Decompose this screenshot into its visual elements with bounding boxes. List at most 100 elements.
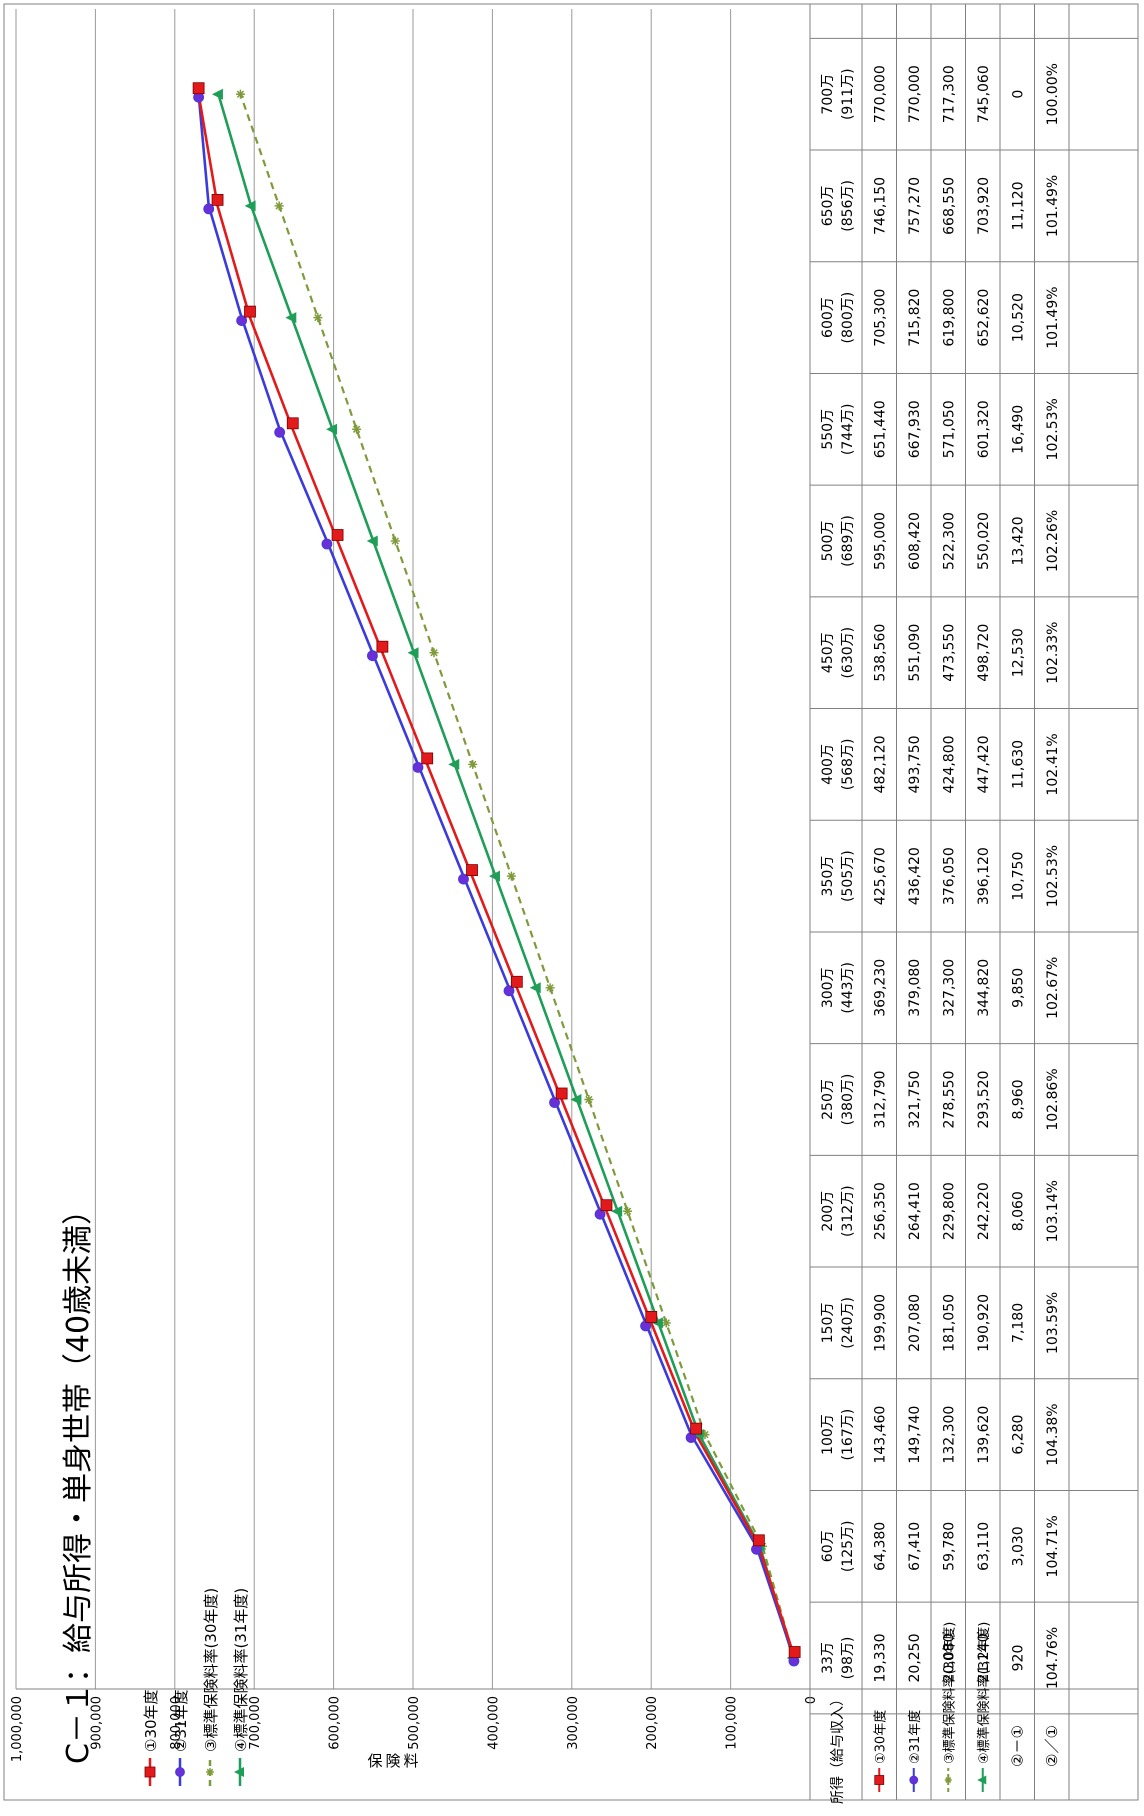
- table-cell: 207,080: [907, 1294, 923, 1352]
- y-tick-label: 100,000: [725, 1696, 740, 1750]
- star-stroke: [945, 1777, 952, 1783]
- chart-border: [3, 3, 1139, 1801]
- data-point-marker: [623, 1206, 633, 1216]
- data-point-marker: [244, 200, 256, 212]
- category-sublabel: (443万): [840, 962, 856, 1014]
- y-tick-label: 0: [804, 1696, 819, 1704]
- table-cell: 550,020: [976, 512, 992, 570]
- data-point-marker: [244, 305, 256, 318]
- star-stroke: [236, 90, 245, 98]
- data-point-marker: [274, 201, 284, 211]
- star-stroke: [469, 760, 477, 769]
- star-stroke: [314, 313, 322, 322]
- category-sublabel: (689万): [840, 515, 856, 567]
- data-point-marker: [594, 1208, 606, 1220]
- data-point-marker: [555, 1087, 568, 1100]
- diff-cell: 11,630: [1010, 740, 1026, 789]
- category-sublabel: (98万): [840, 1637, 856, 1680]
- diff-cell: 6,280: [1010, 1415, 1026, 1455]
- category-sublabel: (380万): [840, 1074, 856, 1126]
- category-label: 400万: [820, 744, 836, 785]
- table-cell: 770,000: [907, 65, 923, 123]
- data-point-marker: [236, 315, 248, 326]
- star-stroke: [430, 649, 438, 657]
- chart-frame: [3, 3, 1139, 1801]
- star-stroke: [662, 1319, 670, 1327]
- diff-cell: 9,850: [1010, 968, 1026, 1008]
- table-header-label: 所得（給与収入）: [829, 1692, 846, 1804]
- table-row-label: ④標準保険料率(31年度): [976, 1622, 992, 1764]
- star-stroke: [391, 537, 399, 545]
- category-label: 500万: [820, 521, 836, 562]
- star-stroke: [206, 1768, 214, 1776]
- data-point-marker: [429, 648, 439, 658]
- table-cell: 538,560: [872, 624, 888, 682]
- table-cell: 321,750: [907, 1071, 923, 1129]
- table-cell: 256,350: [872, 1182, 888, 1240]
- star-stroke: [623, 1207, 632, 1215]
- table-cell: 379,080: [907, 959, 923, 1017]
- table-cell: 264,410: [907, 1182, 923, 1240]
- table-cell: 436,420: [907, 847, 923, 905]
- legend-label: ②31年度: [172, 1689, 190, 1752]
- ratio-cell: 102.67%: [1045, 957, 1061, 1019]
- data-point-marker: [274, 426, 286, 438]
- diff-cell: 920: [1010, 1645, 1026, 1672]
- table-row-label: ②31年度: [907, 1710, 923, 1764]
- table-cell: 20,080: [941, 1634, 957, 1683]
- ratio-cell: 103.59%: [1045, 1292, 1061, 1354]
- legend-label: ③標準保険料率(30年度): [202, 1588, 220, 1752]
- ratio-cell: 104.38%: [1045, 1403, 1061, 1465]
- legend-marker: [234, 1767, 244, 1777]
- table-cell: 668,550: [941, 177, 957, 235]
- diff-cell: 10,520: [1010, 293, 1026, 342]
- data-point-marker: [611, 1205, 623, 1217]
- y-tick-label: 1,000,000: [10, 1696, 25, 1762]
- category-label: 350万: [820, 856, 836, 897]
- table-cell: 493,750: [907, 735, 923, 793]
- data-point-marker: [326, 423, 338, 435]
- table-cell: 139,620: [976, 1406, 992, 1464]
- category-label: 550万: [820, 409, 836, 450]
- table-cell: 64,380: [872, 1522, 888, 1571]
- diff-cell: 0: [1010, 90, 1026, 99]
- data-point-marker: [211, 194, 224, 206]
- category-label: 600万: [820, 297, 836, 338]
- table-row-label: ①30年度: [872, 1710, 888, 1764]
- y-axis-label-char: 料: [403, 1752, 418, 1770]
- y-tick-label: 500,000: [407, 1696, 422, 1750]
- legend: ①30年度 ②31年度 ③標準保険料率(30年度) ④標準保険料率(31年度): [142, 1588, 250, 1786]
- ratio-cell: 102.53%: [1045, 845, 1061, 907]
- y-axis-label: 保険料: [367, 1752, 418, 1770]
- table-cell: 522,300: [941, 512, 957, 570]
- category-sublabel: (568万): [840, 739, 856, 791]
- table-cell: 293,520: [976, 1071, 992, 1129]
- category-sublabel: (167万): [840, 1409, 856, 1461]
- table-cell: 667,930: [907, 400, 923, 458]
- data-point-marker: [458, 873, 469, 885]
- category-sublabel: (505万): [840, 850, 856, 902]
- table-cell: 447,420: [976, 735, 992, 793]
- y-tick-label: 700,000: [248, 1696, 263, 1750]
- ratio-cell: 100.00%: [1045, 63, 1061, 125]
- diff-cell: 3,030: [1010, 1526, 1026, 1566]
- y-tick-label: 400,000: [486, 1696, 501, 1750]
- table-cell: 199,900: [872, 1294, 888, 1352]
- series-line: [197, 93, 796, 1659]
- table-cell: 601,320: [976, 400, 992, 458]
- table-cell: 278,550: [941, 1071, 957, 1129]
- ratio-cell: 102.41%: [1045, 733, 1061, 795]
- legend-label: ④標準保険料率(31年度): [232, 1588, 250, 1752]
- table-cell: 242,220: [976, 1182, 992, 1240]
- category-sublabel: (744万): [840, 403, 856, 455]
- table-cell: 717,300: [941, 65, 957, 123]
- row-legend-marker: [909, 1775, 919, 1785]
- diff-cell: 7,180: [1010, 1303, 1026, 1343]
- series-markers: [192, 82, 801, 1667]
- table-cell: 715,820: [907, 289, 923, 347]
- table-cell: 770,000: [872, 65, 888, 123]
- legend-marker: [206, 1768, 214, 1776]
- ratio-cell: 102.86%: [1045, 1068, 1061, 1130]
